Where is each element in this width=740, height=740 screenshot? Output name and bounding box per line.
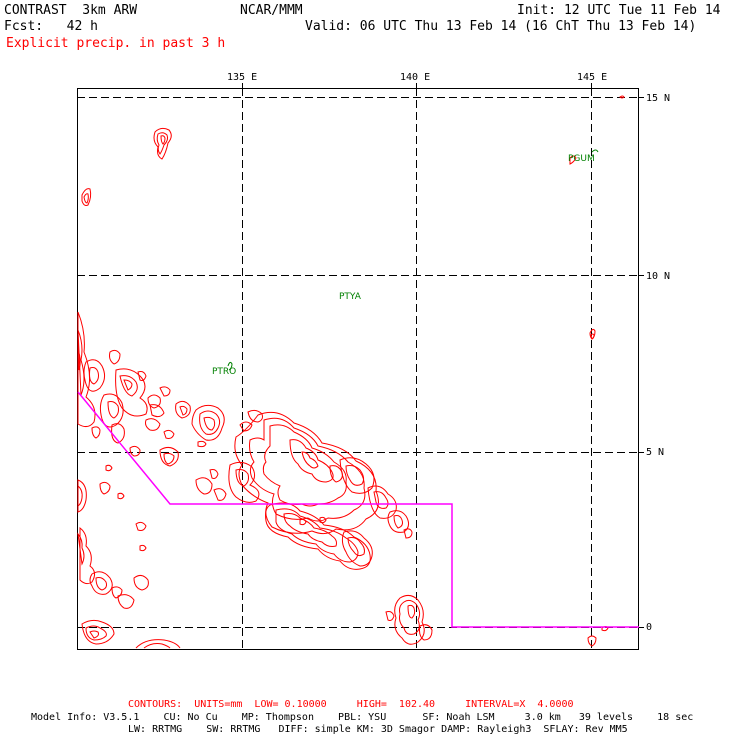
lat-label-5n: 5 N	[646, 447, 665, 458]
lat-label-15n: 15 N	[646, 93, 671, 104]
forecast-hour: Fcst: 42 h	[4, 19, 98, 34]
model-title: CONTRAST 3km ARW	[4, 3, 138, 18]
axis-ticks	[242, 83, 644, 628]
valid-time: Valid: 06 UTC Thu 13 Feb 14 (16 ChT Thu …	[305, 19, 697, 34]
precip-contours	[77, 95, 625, 649]
contour-info: CONTOURS: UNITS=mm LOW= 0.10000 HIGH= 10…	[128, 699, 574, 710]
field-title: Explicit precip. in past 3 h	[6, 36, 226, 51]
station-label-ptro: PTRO	[212, 367, 236, 377]
station-labels: PGUM PTYA PTRO	[212, 154, 595, 377]
station-label-ptya: PTYA	[339, 292, 362, 302]
init-time: Init: 12 UTC Tue 11 Feb 14	[517, 3, 721, 18]
station-markers	[227, 149, 599, 371]
org-label: NCAR/MMM	[240, 3, 303, 18]
station-marker-pgum	[591, 149, 599, 153]
lon-label-140: 140 E	[400, 72, 431, 83]
station-label-pgum: PGUM	[568, 154, 595, 164]
flight-track	[77, 391, 639, 628]
model-info-line-2: LW: RRTMG SW: RRTMG DIFF: simple KM: 3D …	[128, 724, 628, 735]
station-marker-ptro	[227, 361, 233, 371]
lat-lon-grid	[77, 88, 639, 650]
lon-label-135: 135 E	[227, 72, 258, 83]
lat-label-10n: 10 N	[646, 271, 671, 282]
model-info-line-1: Model Info: V3.5.1 CU: No Cu MP: Thompso…	[31, 712, 694, 723]
lat-label-0: 0	[646, 622, 653, 633]
lon-label-145: 145 E	[577, 72, 608, 83]
